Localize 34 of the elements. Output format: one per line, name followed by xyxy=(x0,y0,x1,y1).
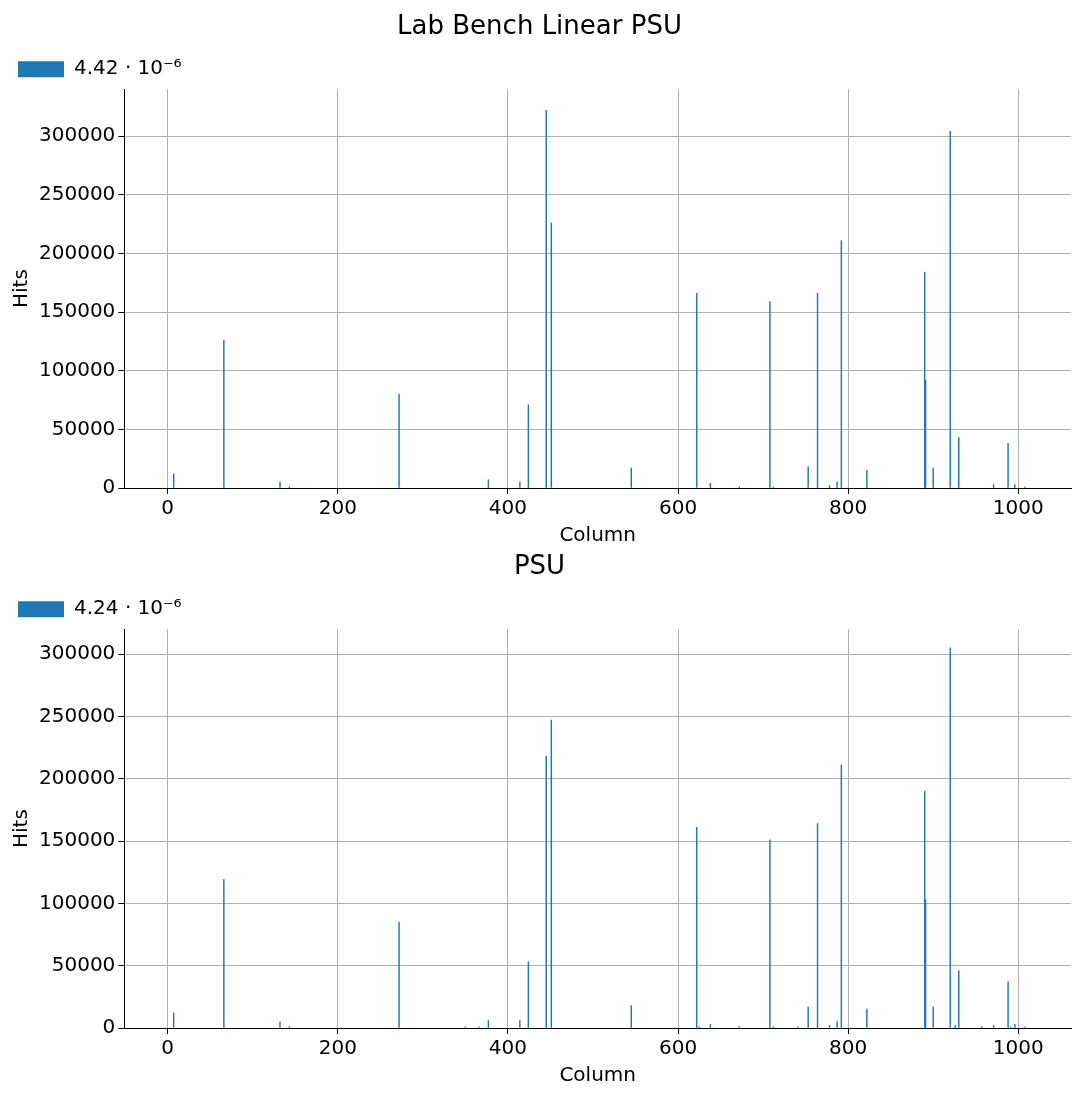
legend-label: 4.24 · 10⁻⁶ xyxy=(74,595,182,620)
x-axis-title: Column xyxy=(559,1062,636,1087)
y-tick-label: 100000 xyxy=(38,356,116,381)
y-tick-label: 0 xyxy=(102,1014,116,1039)
x-axis-title: Column xyxy=(559,522,636,547)
x-tick-label: 200 xyxy=(318,1035,357,1060)
x-tick-label: 800 xyxy=(829,495,868,520)
y-axis-title: Hits xyxy=(8,269,33,309)
y-axis-title: Hits xyxy=(8,809,33,849)
y-tick-label: 150000 xyxy=(38,827,116,852)
x-tick-label: 400 xyxy=(488,495,528,520)
chart-title: Lab Bench Linear PSU xyxy=(397,10,682,41)
x-tick-label: 0 xyxy=(161,1035,175,1060)
y-tick-label: 100000 xyxy=(38,889,116,914)
legend-label: 4.42 · 10⁻⁶ xyxy=(74,55,182,80)
x-tick-label: 600 xyxy=(658,495,698,520)
x-tick-label: 400 xyxy=(488,1035,528,1060)
x-tick-label: 600 xyxy=(658,1035,698,1060)
y-tick-label: 250000 xyxy=(38,180,116,205)
y-tick-label: 0 xyxy=(102,474,116,499)
y-tick-label: 250000 xyxy=(38,702,116,727)
x-tick-label: 200 xyxy=(318,495,357,520)
y-tick-label: 200000 xyxy=(38,764,116,789)
x-tick-label: 800 xyxy=(829,1035,868,1060)
y-tick-label: 50000 xyxy=(51,951,116,976)
x-tick-label: 1000 xyxy=(992,1035,1044,1060)
y-tick-label: 300000 xyxy=(38,640,116,665)
y-tick-label: 50000 xyxy=(51,415,116,440)
y-tick-label: 150000 xyxy=(38,298,116,323)
x-tick-label: 1000 xyxy=(992,495,1044,520)
y-tick-label: 200000 xyxy=(38,239,116,264)
x-tick-label: 0 xyxy=(161,495,175,520)
y-tick-label: 300000 xyxy=(38,122,116,147)
chart-title: PSU xyxy=(513,550,566,581)
